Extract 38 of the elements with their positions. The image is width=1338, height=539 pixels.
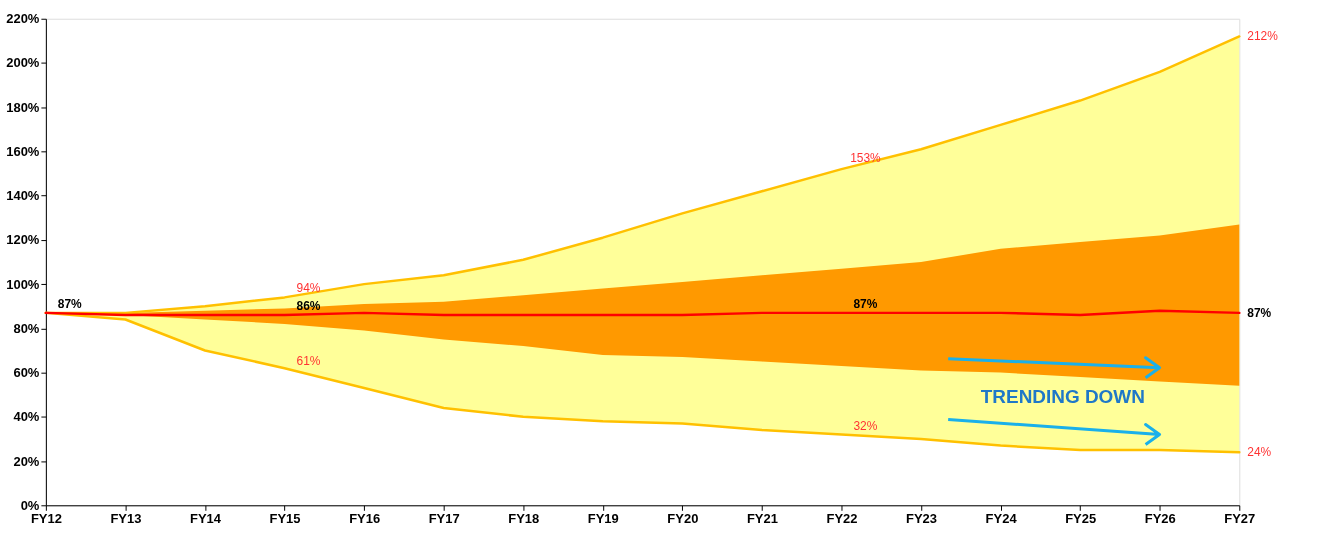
annotation: 87%	[853, 296, 878, 311]
annotation: TRENDING DOWN	[980, 385, 1145, 407]
x-tick-label: FY16	[349, 510, 381, 526]
x-tick-label: FY19	[587, 510, 619, 526]
x-tick-label: FY18	[508, 510, 540, 526]
x-tick-label: FY15	[269, 510, 301, 526]
x-tick-label: FY14	[190, 510, 222, 526]
y-tick-label: 200%	[6, 55, 40, 71]
x-tick-label: FY22	[826, 510, 858, 526]
x-tick-label: FY23	[906, 510, 938, 526]
x-tick-label: FY21	[746, 510, 778, 526]
y-tick-label: 120%	[6, 232, 40, 248]
annotation: 153%	[850, 150, 882, 165]
y-tick-label: 80%	[13, 320, 40, 336]
x-tick-label: FY17	[428, 510, 460, 526]
y-tick-label: 60%	[13, 365, 40, 381]
y-tick-label: 40%	[13, 409, 40, 425]
annotation: 87%	[57, 296, 83, 311]
y-tick-label: 100%	[6, 276, 40, 292]
annotation: 61%	[296, 354, 321, 369]
y-tick-label: 140%	[6, 188, 40, 204]
annotation: 24%	[1247, 445, 1272, 460]
y-tick-label: 0%	[20, 497, 40, 513]
x-tick-label: FY13	[110, 510, 142, 526]
annotation: 212%	[1247, 29, 1279, 44]
x-tick-label: FY25	[1065, 510, 1097, 526]
x-tick-label: FY24	[985, 510, 1018, 526]
annotation: 87%	[1247, 305, 1272, 320]
y-tick-label: 20%	[13, 453, 40, 469]
x-tick-label: FY27	[1224, 510, 1256, 526]
y-tick-label: 180%	[6, 99, 40, 115]
annotation: 94%	[296, 281, 321, 296]
x-tick-label: FY12	[30, 510, 62, 526]
x-tick-label: FY26	[1144, 510, 1176, 526]
x-tick-label: FY20	[667, 510, 699, 526]
annotation: 32%	[853, 418, 878, 433]
y-tick-label: 220%	[6, 11, 40, 27]
y-tick-label: 160%	[6, 143, 40, 159]
